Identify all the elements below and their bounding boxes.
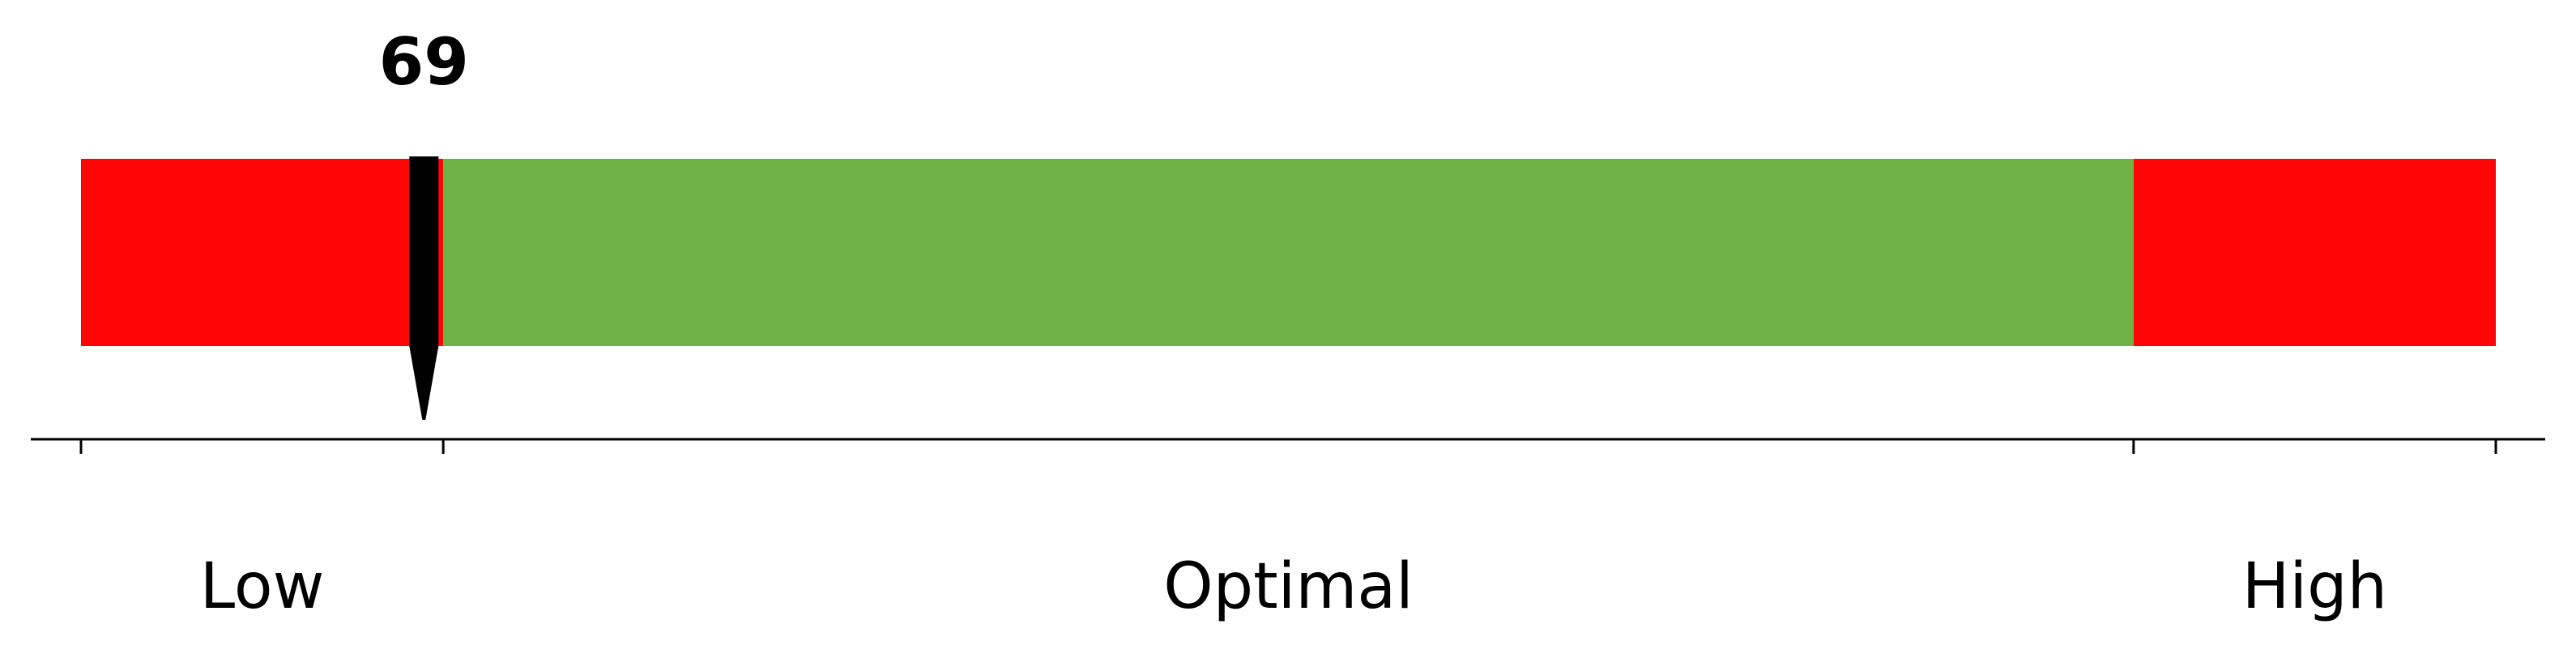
x-axis-ticks [79,439,2497,454]
segment-low [81,159,444,346]
segment-label-high: High [2242,550,2387,623]
segment-optimal [443,159,2134,346]
range-segments [81,159,2496,346]
segment-label-low: Low [200,550,325,623]
marker-value-label: 69 [379,24,469,100]
segment-label-optimal: Optimal [1163,550,1414,623]
segment-high [2133,159,2496,346]
value-marker: 69 [379,24,469,420]
segment-labels: Low Optimal High [200,550,2387,623]
marker-needle [409,156,439,420]
